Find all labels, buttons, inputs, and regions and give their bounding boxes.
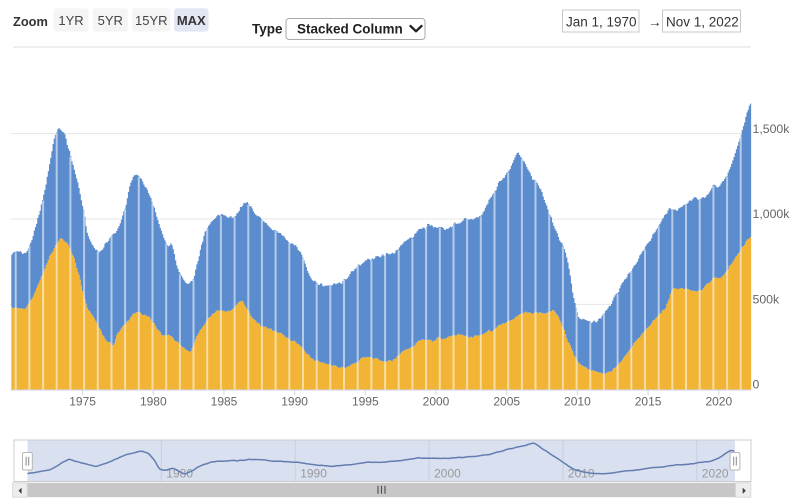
- svg-text:MAX: MAX: [177, 13, 206, 28]
- svg-text:1995: 1995: [352, 395, 379, 409]
- svg-text:1990: 1990: [300, 467, 327, 481]
- svg-text:1975: 1975: [69, 395, 96, 409]
- svg-text:1,000k: 1,000k: [753, 207, 791, 221]
- svg-text:0: 0: [753, 378, 760, 392]
- svg-text:2000: 2000: [434, 467, 461, 481]
- svg-text:Zoom: Zoom: [13, 14, 48, 29]
- svg-text:5YR: 5YR: [98, 13, 123, 28]
- svg-text:1990: 1990: [281, 395, 308, 409]
- svg-text:Type: Type: [252, 22, 283, 37]
- svg-text:2000: 2000: [423, 395, 450, 409]
- svg-text:1,500k: 1,500k: [753, 122, 791, 136]
- svg-text:2010: 2010: [564, 395, 591, 409]
- svg-text:1980: 1980: [166, 467, 193, 481]
- svg-text:Stacked Column: Stacked Column: [297, 22, 403, 37]
- svg-text:15YR: 15YR: [135, 13, 168, 28]
- svg-text:Nov 1, 2022: Nov 1, 2022: [666, 15, 739, 30]
- svg-text:1980: 1980: [140, 395, 167, 409]
- svg-text:2005: 2005: [493, 395, 520, 409]
- svg-text:1YR: 1YR: [58, 13, 83, 28]
- svg-text:2020: 2020: [702, 467, 729, 481]
- svg-text:2015: 2015: [635, 395, 662, 409]
- svg-text:1985: 1985: [211, 395, 238, 409]
- svg-text:500k: 500k: [753, 293, 781, 307]
- svg-text:Jan 1, 1970: Jan 1, 1970: [566, 15, 637, 30]
- svg-text:→: →: [648, 15, 662, 30]
- svg-text:2020: 2020: [705, 395, 732, 409]
